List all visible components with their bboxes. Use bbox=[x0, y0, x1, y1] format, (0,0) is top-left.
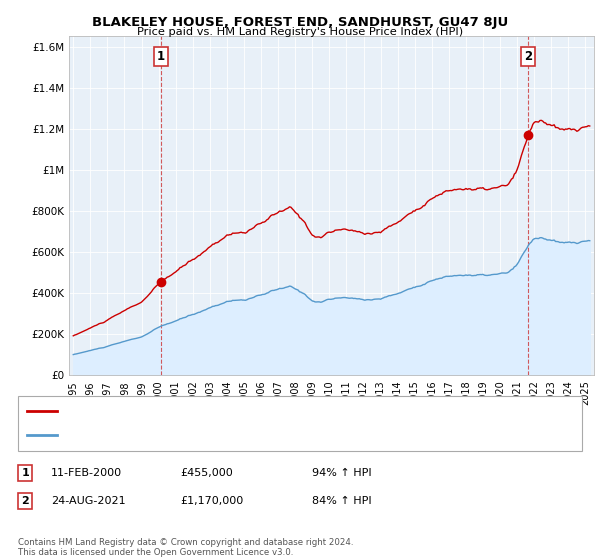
Text: 1: 1 bbox=[22, 468, 29, 478]
Text: HPI: Average price, detached house, Bracknell Forest: HPI: Average price, detached house, Brac… bbox=[63, 431, 328, 440]
Text: 2: 2 bbox=[22, 496, 29, 506]
Text: £455,000: £455,000 bbox=[180, 468, 233, 478]
Text: 94% ↑ HPI: 94% ↑ HPI bbox=[312, 468, 371, 478]
Text: £1,170,000: £1,170,000 bbox=[180, 496, 243, 506]
Text: 11-FEB-2000: 11-FEB-2000 bbox=[51, 468, 122, 478]
Text: BLAKELEY HOUSE, FOREST END, SANDHURST, GU47 8JU: BLAKELEY HOUSE, FOREST END, SANDHURST, G… bbox=[92, 16, 508, 29]
Text: 84% ↑ HPI: 84% ↑ HPI bbox=[312, 496, 371, 506]
Text: Price paid vs. HM Land Registry's House Price Index (HPI): Price paid vs. HM Land Registry's House … bbox=[137, 27, 463, 37]
Text: 24-AUG-2021: 24-AUG-2021 bbox=[51, 496, 125, 506]
Text: 2: 2 bbox=[524, 50, 532, 63]
Text: Contains HM Land Registry data © Crown copyright and database right 2024.
This d: Contains HM Land Registry data © Crown c… bbox=[18, 538, 353, 557]
Text: 1: 1 bbox=[157, 50, 165, 63]
Text: BLAKELEY HOUSE, FOREST END, SANDHURST, GU47 8JU (detached house): BLAKELEY HOUSE, FOREST END, SANDHURST, G… bbox=[63, 407, 434, 416]
